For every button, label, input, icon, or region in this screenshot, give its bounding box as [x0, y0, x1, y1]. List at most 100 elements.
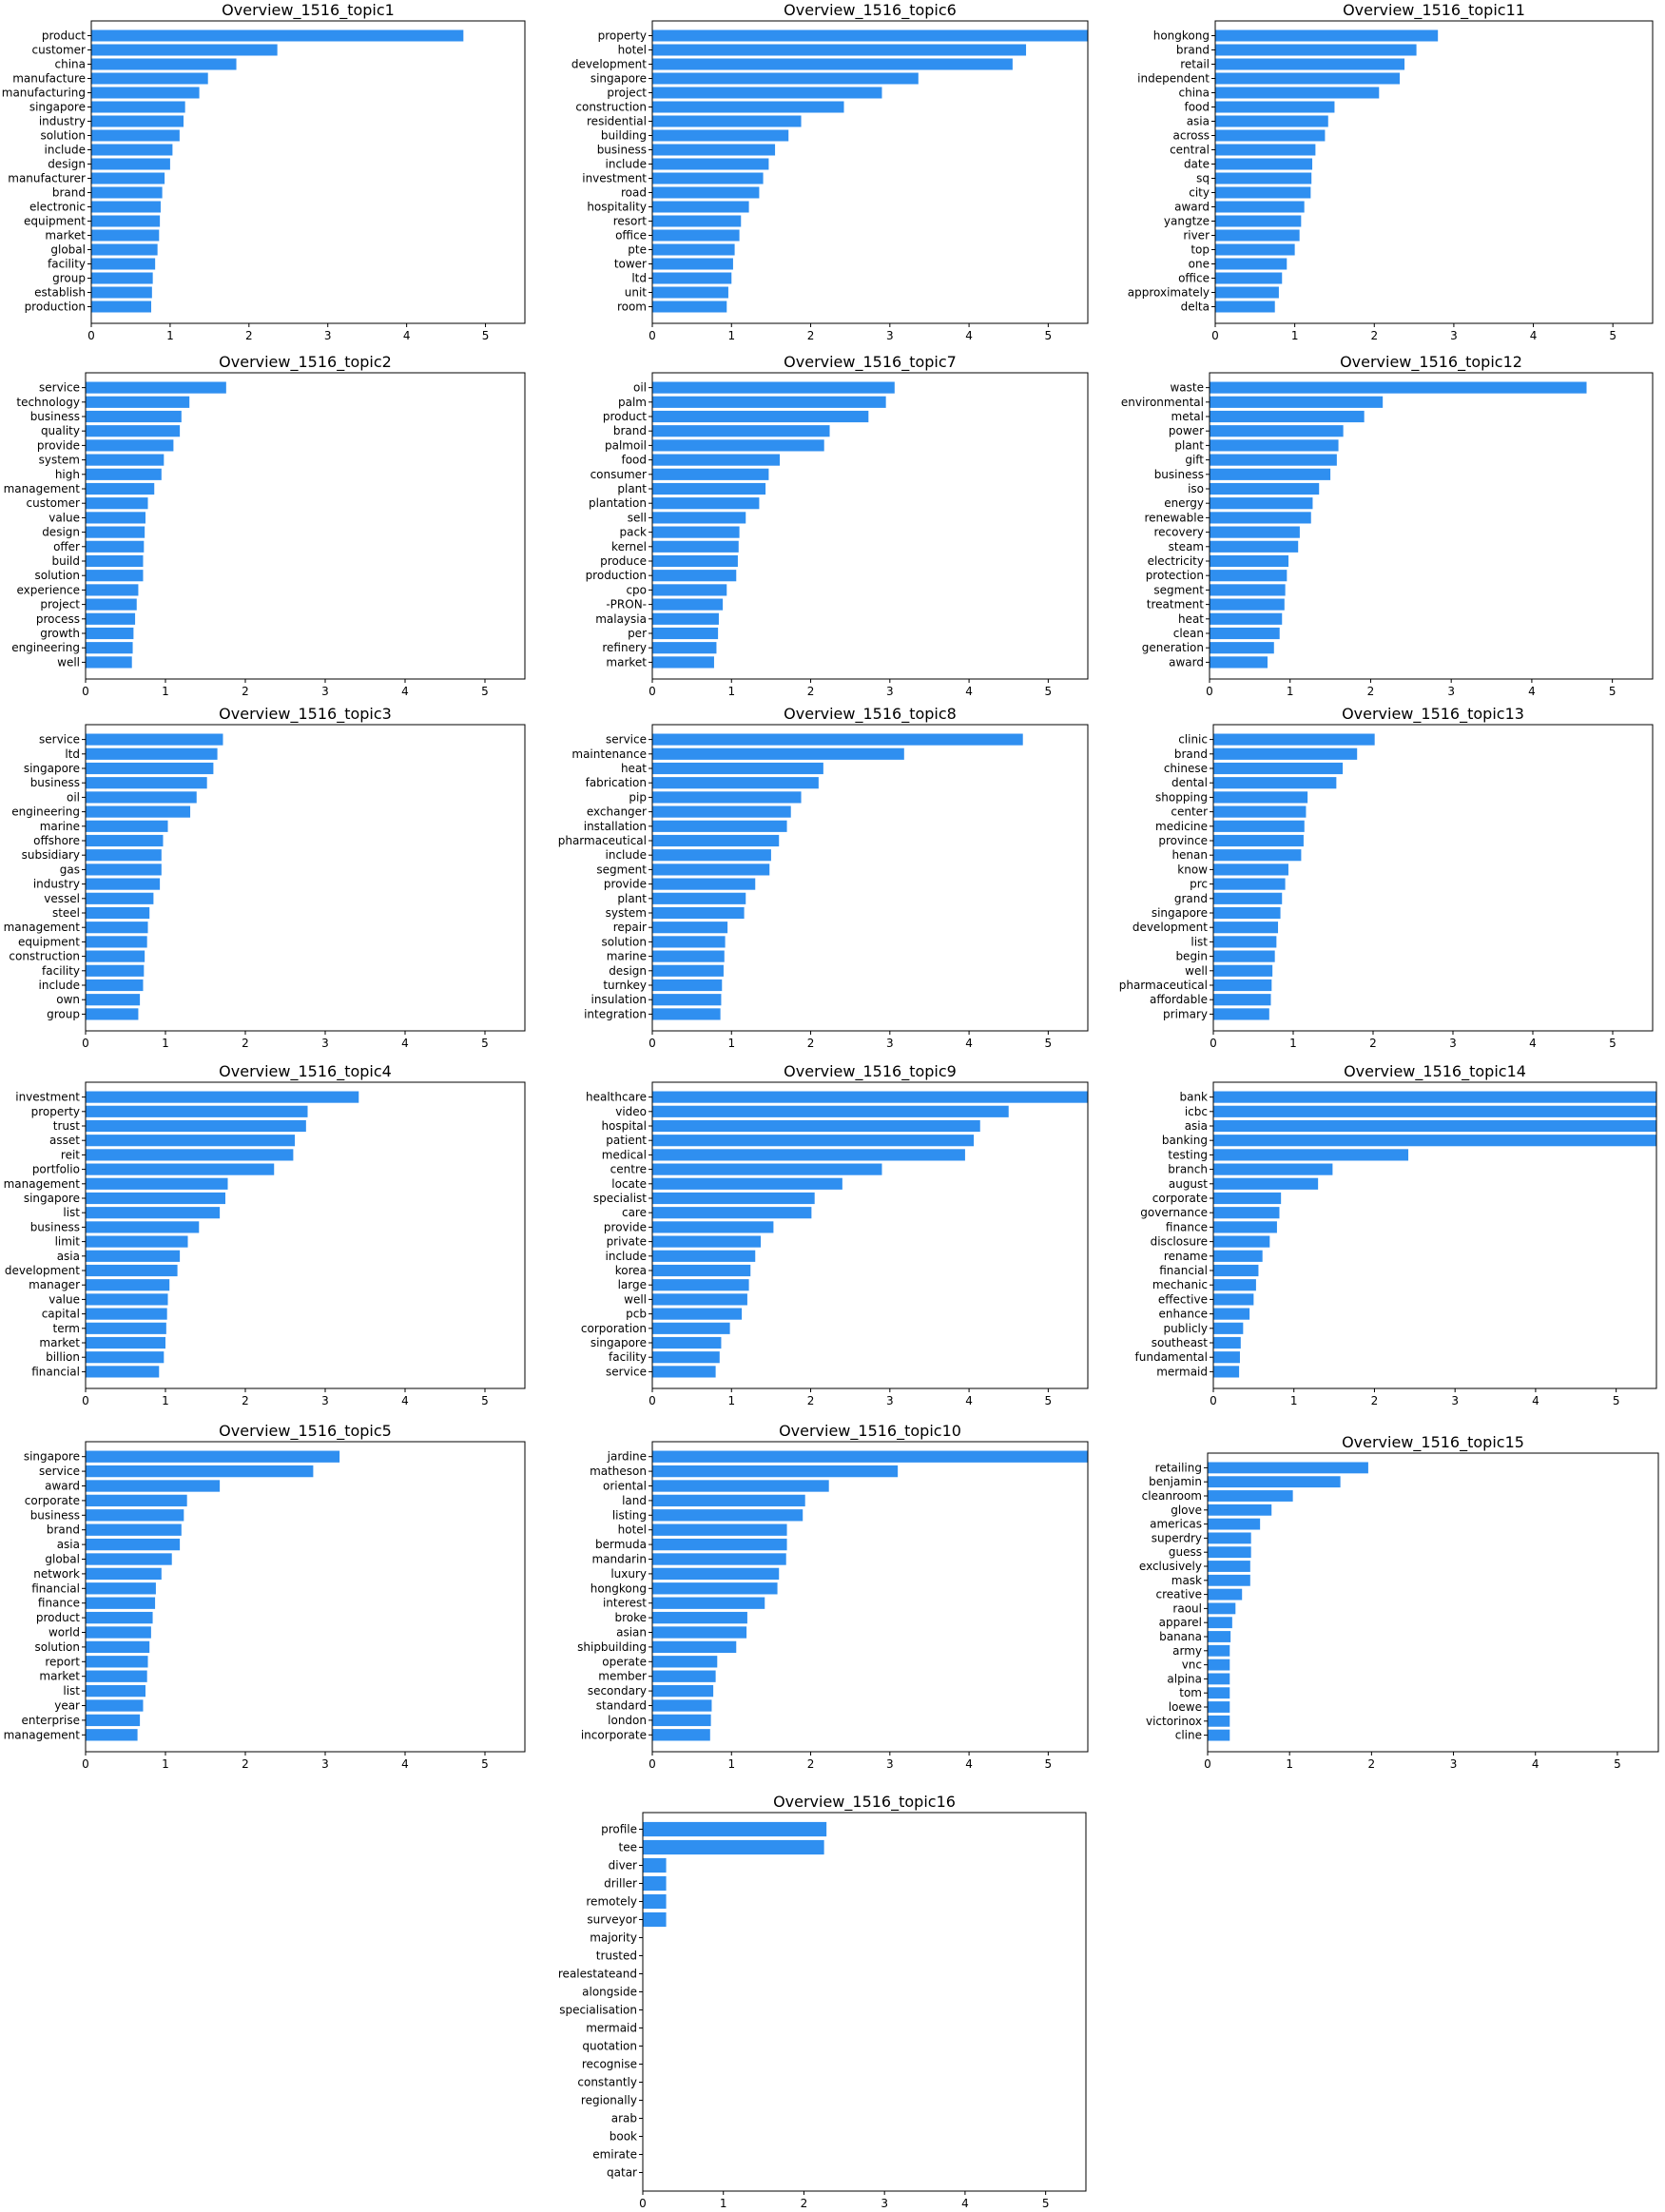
- bar-include: [91, 144, 173, 156]
- bar-product: [652, 410, 869, 423]
- category-label: service: [606, 1365, 647, 1378]
- category-label: alpina: [1167, 1672, 1202, 1685]
- x-tick-label: 4: [965, 685, 973, 698]
- bar-singapore: [86, 1450, 340, 1463]
- chart-title: Overview_1516_topic1: [222, 1, 395, 20]
- category-label: mermaid: [1156, 1365, 1208, 1378]
- bar-chinese: [1213, 762, 1344, 775]
- bar-fundamental: [1213, 1351, 1240, 1364]
- x-tick-label: 5: [1613, 1394, 1620, 1407]
- category-label: asia: [57, 1250, 80, 1263]
- x-tick-label: 0: [82, 1757, 89, 1771]
- chart-panel-16: Overview_1516_topic16 profile tee diver dril…: [552, 1792, 1090, 2212]
- category-label: insulation: [591, 993, 647, 1006]
- x-tick-label: 2: [1369, 1037, 1377, 1050]
- category-label: patient: [606, 1134, 647, 1147]
- category-label: begin: [1175, 950, 1208, 963]
- bar-industry: [86, 878, 161, 890]
- chart-title: Overview_1516_topic3: [219, 705, 392, 724]
- category-label: industry: [33, 878, 80, 891]
- category-label: hotel: [618, 1523, 647, 1537]
- category-label: large: [618, 1278, 647, 1291]
- category-label: business: [30, 776, 80, 789]
- bar-business: [652, 144, 776, 156]
- x-tick-label: 0: [82, 685, 89, 698]
- bar-brand: [91, 186, 163, 199]
- category-label: land: [622, 1494, 647, 1507]
- axes-frame: [1212, 724, 1654, 1032]
- bar-design: [652, 964, 724, 977]
- category-label: broke: [614, 1611, 647, 1624]
- bar-locate: [652, 1177, 842, 1190]
- bar-customer: [91, 44, 278, 56]
- category-label: process: [36, 612, 80, 626]
- category-label: ltd: [65, 747, 80, 761]
- category-label: brand: [613, 424, 647, 437]
- x-tick-label: 3: [881, 2197, 888, 2210]
- bar-land: [652, 1494, 805, 1507]
- bar-bermuda: [652, 1538, 787, 1551]
- bar-chart-svg: Overview_1516_topic6 propertyhoteldevelop…: [571, 1, 1089, 342]
- bar-province: [1213, 834, 1304, 847]
- x-tick-label: 1: [162, 1037, 169, 1050]
- category-label: market: [39, 1670, 80, 1683]
- category-label: product: [603, 410, 647, 423]
- category-label: know: [1177, 863, 1208, 876]
- category-label: singapore: [29, 101, 86, 114]
- bar-chart-svg: Overview_1516_topic9 healthcarevideohospi…: [581, 1062, 1089, 1407]
- bar-vnc: [1208, 1659, 1230, 1671]
- category-label: member: [598, 1670, 647, 1683]
- category-label: mask: [1171, 1574, 1202, 1587]
- category-label: constantly: [577, 2076, 637, 2089]
- category-label: hotel: [618, 44, 647, 57]
- category-label: iso: [1188, 482, 1204, 495]
- category-label: tower: [614, 258, 647, 271]
- bar-rename: [1213, 1250, 1263, 1262]
- category-label: book: [610, 2130, 637, 2144]
- chart-panel-3: Overview_1516_topic3 service ltd singapore b…: [0, 704, 529, 1052]
- category-label: system: [39, 454, 80, 467]
- category-label: dental: [1171, 776, 1208, 789]
- category-label: medicine: [1155, 820, 1208, 833]
- bar-care: [652, 1207, 812, 1219]
- bar-include: [86, 979, 144, 992]
- bar-palm: [652, 396, 886, 408]
- bar-service: [86, 1465, 314, 1478]
- bar-portfolio: [86, 1163, 275, 1175]
- category-label: singapore: [1152, 906, 1208, 920]
- bar-solution: [91, 129, 180, 142]
- chart-panel-14: Overview_1516_topic14 bank icbc asia banking…: [1122, 1061, 1660, 1409]
- bar-prc: [1213, 878, 1286, 890]
- bar-billion: [86, 1351, 165, 1364]
- category-label: victorinox: [1146, 1715, 1202, 1728]
- chart-panel-13: Overview_1516_topic13 clinic brand chinese d…: [1119, 704, 1656, 1052]
- category-label: banana: [1159, 1630, 1202, 1643]
- category-label: hospitality: [587, 201, 647, 214]
- category-label: equipment: [18, 935, 80, 948]
- category-label: brand: [52, 186, 86, 200]
- bar-singapore: [86, 762, 214, 775]
- category-label: well: [57, 655, 80, 669]
- category-label: asia: [57, 1538, 80, 1551]
- category-label: capital: [42, 1308, 80, 1321]
- axes-frame: [651, 20, 1089, 324]
- axes-frame: [1214, 20, 1654, 324]
- category-label: per: [628, 627, 647, 640]
- category-label: regionally: [581, 2094, 637, 2107]
- category-label: operate: [602, 1655, 647, 1668]
- category-label: creative: [1155, 1588, 1202, 1601]
- bar-palmoil: [652, 439, 824, 452]
- bar-mermaid: [1213, 1366, 1240, 1378]
- x-tick-label: 4: [961, 2197, 969, 2210]
- category-label: pharmaceutical: [1119, 979, 1208, 992]
- chart-title: Overview_1516_topic2: [219, 353, 392, 372]
- x-tick-label: 5: [1042, 2197, 1050, 2210]
- bar-americas: [1208, 1518, 1261, 1530]
- bar-gift: [1210, 454, 1337, 466]
- bar-asia: [1215, 115, 1328, 127]
- bar-chart-svg: Overview_1516_topic12wasteenvironmentalm…: [1121, 353, 1654, 698]
- category-label: electricity: [1148, 554, 1204, 568]
- category-label: hospital: [601, 1119, 647, 1133]
- category-label: emirate: [592, 2148, 637, 2162]
- bar-standard: [652, 1699, 712, 1712]
